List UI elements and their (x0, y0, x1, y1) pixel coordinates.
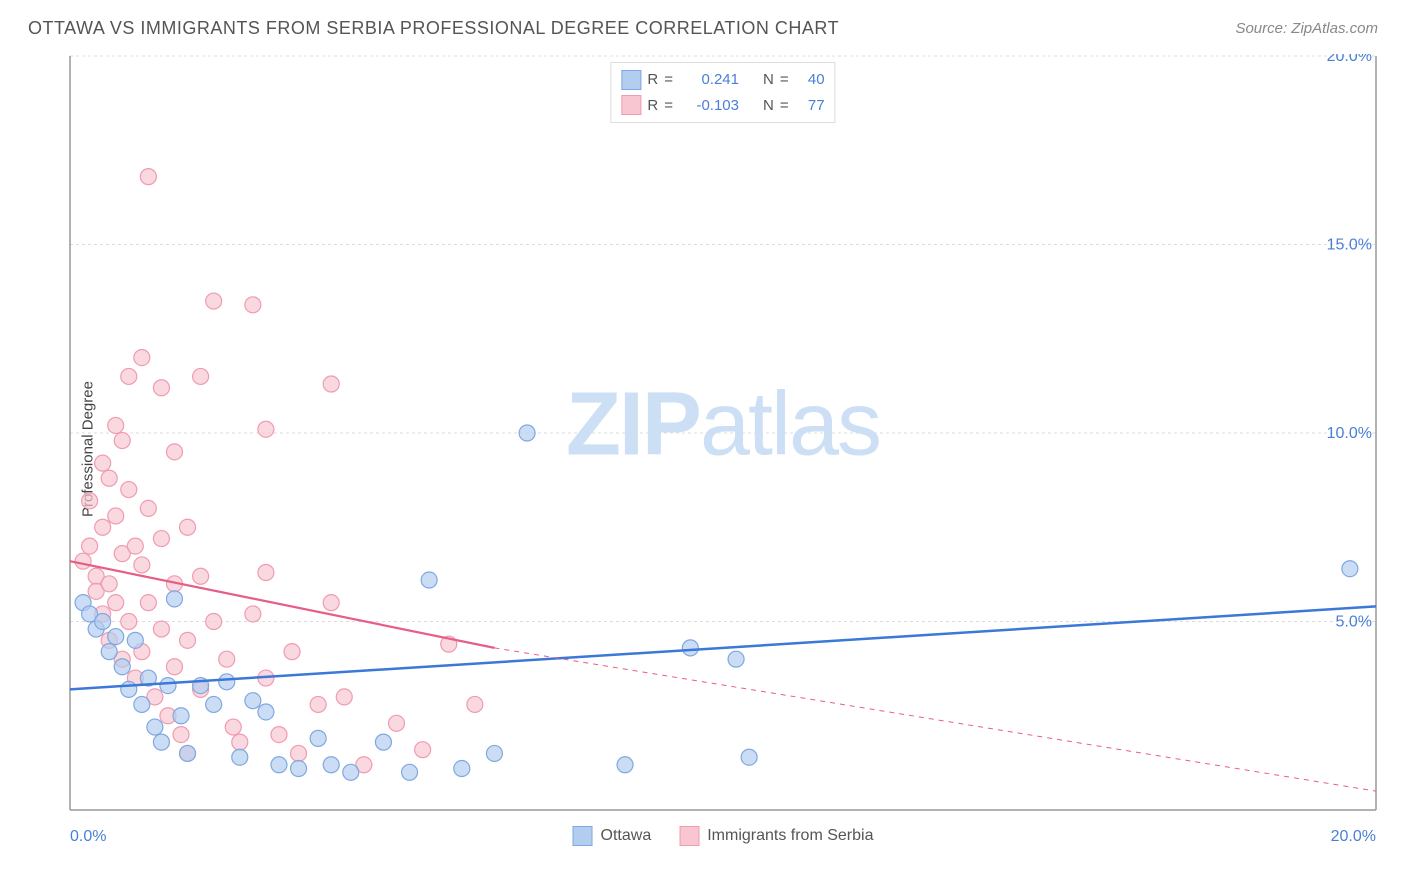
stats-legend: R = 0.241 N = 40 R = -0.103 N = 77 (610, 62, 835, 123)
chart-container: Professional Degree 5.0%10.0%15.0%20.0% … (48, 54, 1378, 844)
x-tick-right: 20.0% (1331, 828, 1376, 846)
svg-text:10.0%: 10.0% (1327, 425, 1372, 442)
serbia-swatch-icon (621, 95, 641, 115)
series-legend: Ottawa Immigrants from Serbia (573, 826, 874, 846)
serbia-swatch-icon (679, 826, 699, 846)
stats-row-ottawa: R = 0.241 N = 40 (621, 67, 824, 93)
x-tick-left: 0.0% (70, 828, 106, 846)
ottawa-swatch-icon (621, 70, 641, 90)
ottawa-r-value: 0.241 (679, 67, 739, 93)
ottawa-swatch-icon (573, 826, 593, 846)
svg-text:20.0%: 20.0% (1327, 54, 1372, 65)
legend-item-ottawa: Ottawa (573, 826, 652, 846)
serbia-r-value: -0.103 (679, 93, 739, 119)
svg-text:5.0%: 5.0% (1336, 614, 1372, 631)
chart-title: OTTAWA VS IMMIGRANTS FROM SERBIA PROFESS… (28, 18, 839, 39)
source-label: Source: ZipAtlas.com (1235, 20, 1378, 37)
ottawa-n-value: 40 (795, 67, 825, 93)
serbia-n-value: 77 (795, 93, 825, 119)
stats-row-serbia: R = -0.103 N = 77 (621, 93, 824, 119)
legend-item-serbia: Immigrants from Serbia (679, 826, 873, 846)
scatter-chart: 5.0% 10.0% 15.0% 20.0% (68, 54, 1378, 844)
svg-text:15.0%: 15.0% (1327, 237, 1372, 254)
plot-area: 5.0%10.0%15.0%20.0% ZIPatlas R = 0.241 N… (68, 54, 1378, 844)
